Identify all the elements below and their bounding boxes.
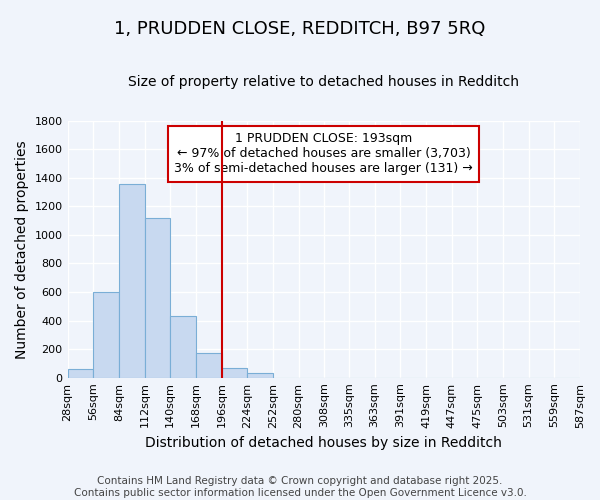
Bar bbox=[247, 372, 273, 378]
Text: 1 PRUDDEN CLOSE: 193sqm
← 97% of detached houses are smaller (3,703)
3% of semi-: 1 PRUDDEN CLOSE: 193sqm ← 97% of detache… bbox=[175, 132, 473, 176]
Bar bbox=[196, 354, 221, 378]
Y-axis label: Number of detached properties: Number of detached properties bbox=[15, 140, 29, 358]
Text: 1, PRUDDEN CLOSE, REDDITCH, B97 5RQ: 1, PRUDDEN CLOSE, REDDITCH, B97 5RQ bbox=[115, 20, 485, 38]
Bar bbox=[221, 368, 247, 378]
Bar bbox=[93, 292, 119, 378]
X-axis label: Distribution of detached houses by size in Redditch: Distribution of detached houses by size … bbox=[145, 436, 502, 450]
Bar bbox=[68, 369, 93, 378]
Title: Size of property relative to detached houses in Redditch: Size of property relative to detached ho… bbox=[128, 75, 519, 89]
Bar bbox=[170, 316, 196, 378]
Bar bbox=[145, 218, 170, 378]
Text: Contains HM Land Registry data © Crown copyright and database right 2025.
Contai: Contains HM Land Registry data © Crown c… bbox=[74, 476, 526, 498]
Bar bbox=[119, 184, 145, 378]
